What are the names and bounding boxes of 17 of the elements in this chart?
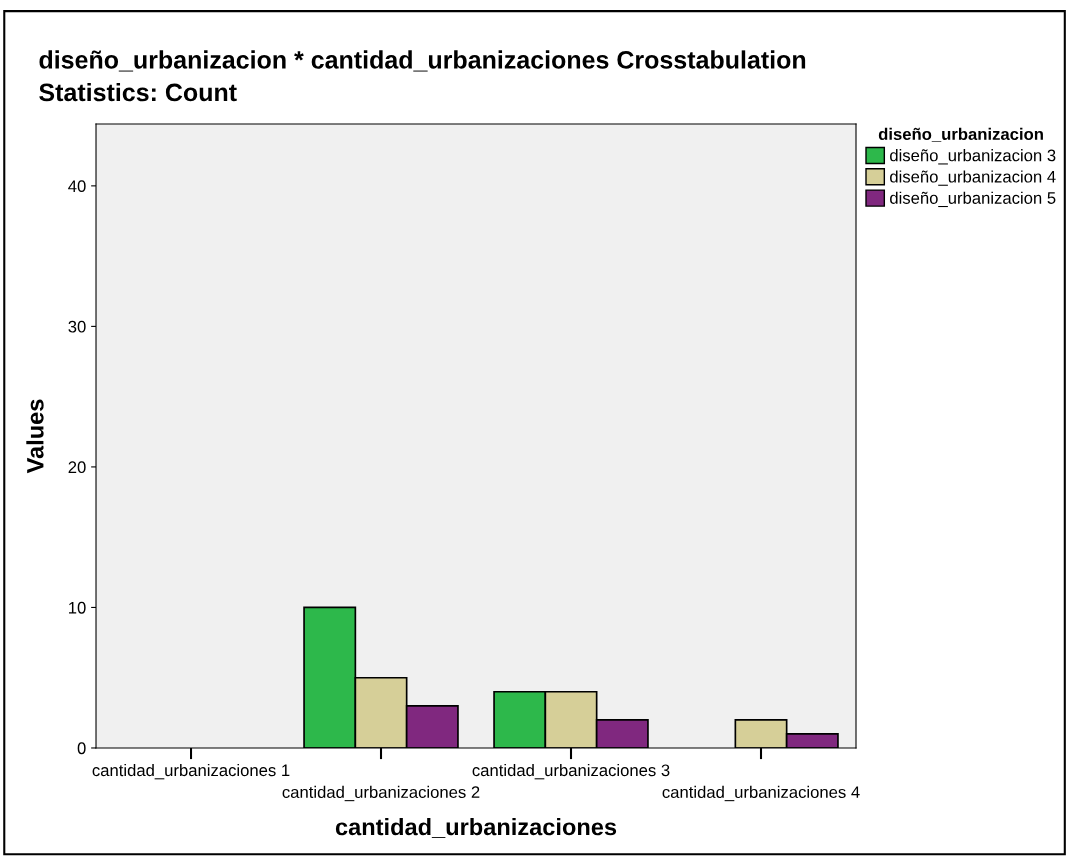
x-tick-label: cantidad_urbanizaciones 2 (282, 785, 480, 802)
x-tick-label: cantidad_urbanizaciones 4 (662, 785, 860, 802)
x-tick-label: cantidad_urbanizaciones 3 (472, 763, 670, 780)
chart-subtitle: Statistics: Count (39, 82, 237, 102)
y-tick-label: 20 (68, 461, 86, 474)
legend-label: diseño_urbanizacion 3 (890, 149, 1056, 165)
chart-title: diseño_urbanizacion * cantidad_urbanizaciones Crosstabulation (39, 50, 806, 72)
y-tick-label: 40 (68, 180, 86, 193)
legend-label: diseño_urbanizacion 4 (890, 170, 1056, 186)
y-tick-label: 30 (68, 320, 86, 333)
y-tick-label: 10 (69, 601, 86, 614)
x-tick-label: cantidad_urbanizaciones 1 (92, 763, 290, 780)
legend-label: diseño_urbanizacion 5 (890, 191, 1056, 208)
y-axis-title: Values (26, 399, 44, 474)
x-axis-title: cantidad_urbanizaciones (335, 817, 617, 838)
y-tick-label: 0 (77, 742, 86, 755)
legend-title: diseño_urbanizacion (878, 127, 1043, 142)
